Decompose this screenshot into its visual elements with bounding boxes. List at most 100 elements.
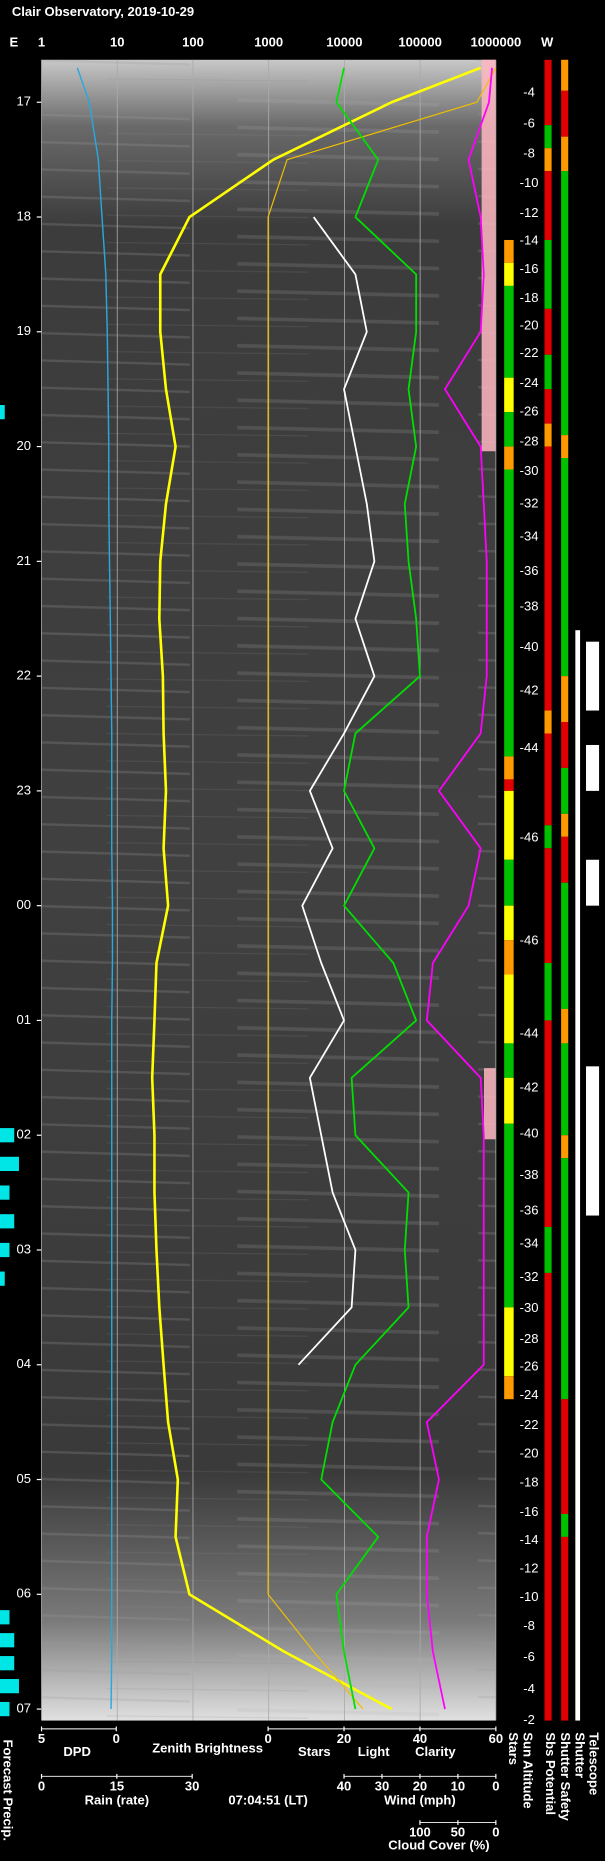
status-segment (561, 90, 569, 137)
status-segment (544, 354, 552, 390)
axis-tick-label: 40 (337, 1778, 352, 1793)
precip-bar (0, 1185, 10, 1200)
status-segment (504, 262, 514, 286)
axis-tick-label: 0 (264, 1731, 271, 1746)
sun-altitude-label: -28 (520, 433, 539, 448)
sun-altitude-label: -28 (520, 1331, 539, 1346)
precip-bar (0, 1610, 10, 1625)
sun-altitude-label: -10 (520, 1589, 539, 1604)
status-segment (504, 790, 514, 860)
status-segment (561, 1043, 569, 1136)
axis-label: Rain (rate) (85, 1793, 149, 1808)
status-segment (544, 308, 552, 355)
time-tick-label: 06 (16, 1586, 31, 1601)
west-label: W (541, 35, 554, 50)
sun-altitude-label: -42 (520, 1080, 539, 1095)
status-segment (561, 136, 569, 172)
series-line (76, 67, 114, 1710)
time-tick-label: 03 (16, 1241, 31, 1256)
series-line (297, 216, 376, 1366)
axis-label: Wind (mph) (384, 1793, 456, 1808)
status-segment (504, 905, 514, 941)
status-segment (586, 744, 600, 791)
sun-altitude-label: -32 (520, 1269, 539, 1284)
status-segment (504, 446, 514, 470)
status-segment (561, 1536, 569, 1721)
status-segment (544, 733, 552, 826)
time-tick-label: 20 (16, 438, 31, 453)
sun-altitude-label: -18 (520, 1474, 539, 1489)
timestamp: 07:04:51 (LT) (228, 1793, 307, 1808)
sun-altitude-label: -34 (520, 529, 539, 544)
cloud-shade (481, 59, 496, 452)
precip-bar (0, 1633, 15, 1648)
status-segment (504, 1123, 514, 1308)
series-line (425, 67, 493, 1710)
sun-altitude-label: -40 (520, 1125, 539, 1140)
status-segment (561, 171, 569, 436)
series-line (267, 67, 497, 1710)
status-segment (504, 756, 514, 780)
precip-bar (0, 1679, 19, 1694)
status-segment (544, 963, 552, 1021)
status-segment (544, 423, 552, 447)
status-segment (561, 59, 569, 91)
time-tick-label: 23 (16, 782, 31, 797)
status-segment (504, 239, 514, 263)
sun-altitude-label: -16 (520, 1504, 539, 1519)
legend-label: Stars (298, 1744, 331, 1759)
sun-altitude-label: -36 (520, 563, 539, 578)
sun-altitude-label: -16 (520, 261, 539, 276)
strip-label: Telescope (587, 1732, 602, 1795)
status-segment (561, 1158, 569, 1400)
sun-altitude-label: -18 (520, 290, 539, 305)
status-segment (561, 435, 569, 459)
axis-tick-label: 100 (409, 1825, 431, 1840)
sun-altitude-label: -42 (520, 682, 539, 697)
sun-altitude-label: -26 (520, 1358, 539, 1373)
legend-label: DPD (63, 1744, 91, 1759)
time-tick-label: 04 (16, 1356, 31, 1371)
precip-bar (0, 1214, 15, 1229)
strip-label: Stars (506, 1732, 521, 1765)
sun-altitude-label: -12 (520, 205, 539, 220)
status-segment (504, 940, 514, 975)
axis-tick-label: 30 (185, 1778, 200, 1793)
status-segment (504, 779, 514, 791)
status-segment (561, 676, 569, 723)
status-segment (504, 285, 514, 378)
sun-altitude-label: -14 (520, 233, 539, 248)
status-segment (561, 1008, 569, 1044)
strip-label: Sbs Potential (543, 1732, 558, 1815)
sun-altitude-label: -8 (523, 1618, 535, 1633)
precip-bar (0, 1128, 15, 1143)
status-segment (586, 1066, 600, 1216)
east-label: E (9, 35, 18, 50)
status-segment (561, 1513, 569, 1537)
axis-tick-label: 1 (38, 35, 45, 50)
series-line (320, 67, 421, 1710)
sun-altitude-label: -44 (520, 1026, 539, 1041)
sun-altitude-label: -44 (520, 740, 539, 755)
axis-tick-label: 10 (110, 35, 125, 50)
strip-label: Shutter (572, 1732, 587, 1778)
sun-altitude-label: -4 (523, 84, 535, 99)
status-segment (561, 1135, 569, 1159)
status-segment (544, 848, 552, 964)
status-segment (544, 1227, 552, 1273)
axis-tick-label: 100 (182, 35, 204, 50)
sun-altitude-label: -36 (520, 1202, 539, 1217)
precip-label: Forecast Precip. (1, 1740, 16, 1841)
status-segment (561, 1399, 569, 1514)
precip-bar (0, 1156, 19, 1172)
status-segment (561, 458, 569, 677)
strip-label: Sun Altitude (520, 1732, 535, 1808)
sun-altitude-label: -46 (520, 829, 539, 844)
sun-altitude-label: -2 (523, 1712, 535, 1727)
status-segment (504, 974, 514, 1044)
sun-altitude-label: -20 (520, 1446, 539, 1461)
axis-tick-label: 100000 (398, 35, 441, 50)
strip-label: Shutter Safety (558, 1732, 573, 1821)
sun-altitude-label: -38 (520, 1167, 539, 1182)
